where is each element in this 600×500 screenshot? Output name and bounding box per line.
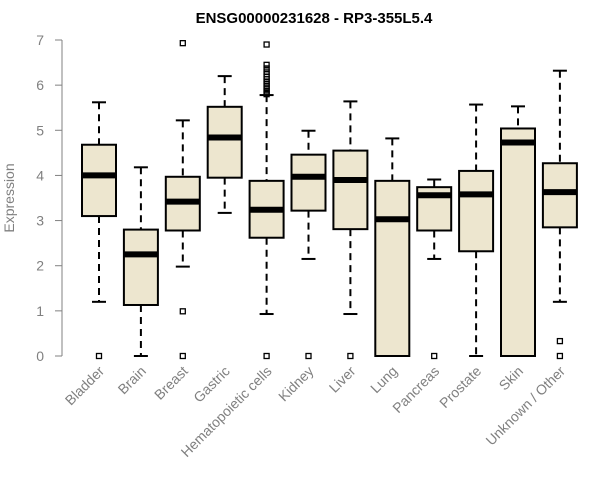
boxplot-series [81,40,578,360]
y-tick-label: 6 [36,77,44,93]
x-tick-label: Bladder [62,363,108,409]
y-axis: 0 1 2 3 4 5 6 7 [36,32,63,364]
iqr-box [81,143,117,218]
outlier-point [556,352,564,360]
box-pancreas [416,178,453,360]
box-bladder [81,101,117,360]
box-skin [500,105,536,357]
outlier-point [263,41,270,48]
outlier-point [179,352,186,360]
box-liver [332,100,369,360]
iqr-box [122,228,159,306]
x-tick-label: Liver [326,363,359,396]
y-tick-label: 7 [36,32,44,48]
y-tick-label: 2 [36,258,44,274]
outlier-point [263,68,270,75]
iqr-box [332,149,369,231]
box-gastric [206,75,243,214]
outlier-point [179,308,186,315]
box-lung [374,137,411,357]
x-tick-label: Breast [151,363,191,403]
x-tick-label: Unknown / Other [482,363,568,449]
y-tick-label: 3 [36,213,44,229]
outlier-point [179,40,186,47]
y-axis-label: Expression [1,163,17,232]
y-tick-label: 4 [36,167,44,183]
y-tick-label: 0 [36,348,44,364]
box-breast [164,40,201,360]
outlier-point [263,352,270,360]
x-tick-label: Skin [496,363,527,394]
outlier-point [263,61,270,68]
outlier-point [95,352,103,360]
box-hematopoietic-cells [248,41,285,360]
iqr-box [500,127,536,357]
box-prostate [458,103,495,357]
y-tick-label: 5 [36,122,44,138]
box-unknown-other [541,69,578,360]
outlier-point [347,352,354,360]
y-tick-label: 1 [36,303,44,319]
x-tick-label: Pancreas [389,363,442,416]
box-kidney [290,129,327,360]
x-tick-label: Kidney [275,363,317,405]
iqr-box [206,105,243,179]
x-tick-label: Lung [367,363,400,396]
outlier-point [431,352,438,360]
outlier-point [263,65,270,72]
iqr-box [541,162,578,229]
iqr-box [374,179,411,357]
box-brain [122,166,159,357]
iqr-box [290,153,327,212]
x-tick-label: Brain [115,363,149,397]
chart-title: ENSG00000231628 - RP3-355L5.4 [196,10,433,27]
x-tick-label: Prostate [436,363,484,411]
outlier-point [305,352,312,360]
outlier-point [556,337,564,345]
iqr-box [458,169,495,253]
